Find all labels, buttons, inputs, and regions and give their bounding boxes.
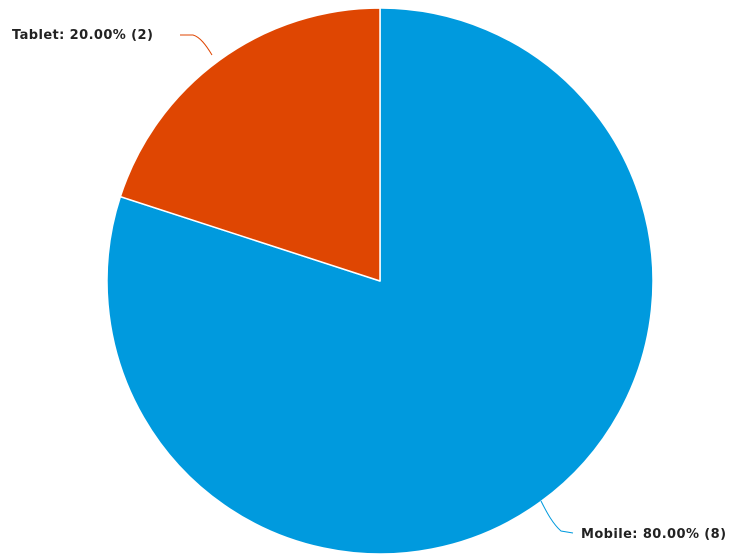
connector-tablet [180,34,213,56]
connector-mobile [540,500,574,534]
pie-slice-tablet [119,7,381,282]
label-connectors [180,34,574,534]
slice-labels: Mobile: 80.00% (8) Tablet: 20.00% (2) [12,28,726,542]
slice-label-mobile: Mobile: 80.00% (8) [581,527,726,542]
pie-slices [106,7,654,555]
slice-label-tablet: Tablet: 20.00% (2) [12,28,153,43]
